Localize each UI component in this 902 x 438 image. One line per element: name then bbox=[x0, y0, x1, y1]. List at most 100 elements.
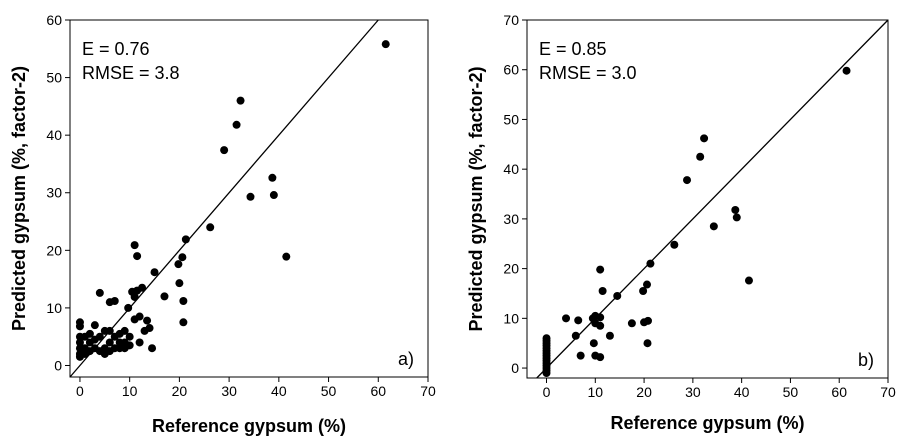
y-tick-label: 60 bbox=[46, 12, 62, 28]
point bbox=[181, 235, 190, 244]
point bbox=[140, 326, 149, 335]
point bbox=[268, 173, 277, 182]
x-tick-label: 50 bbox=[783, 384, 799, 400]
y-tick-label: 50 bbox=[503, 111, 519, 127]
point bbox=[731, 205, 740, 214]
point bbox=[596, 353, 605, 362]
point bbox=[574, 316, 583, 325]
y-tick-label: 20 bbox=[46, 242, 62, 258]
x-tick-label: 10 bbox=[122, 383, 138, 399]
point bbox=[282, 252, 291, 261]
plot-frame bbox=[526, 19, 889, 379]
y-tick-label: 60 bbox=[503, 62, 519, 78]
point bbox=[643, 339, 652, 348]
point bbox=[125, 332, 134, 341]
y-tick-label: 30 bbox=[503, 211, 519, 227]
x-tick-label: 60 bbox=[370, 383, 386, 399]
point bbox=[246, 192, 255, 201]
x-tick-label: 40 bbox=[271, 383, 287, 399]
point bbox=[90, 321, 99, 330]
point bbox=[150, 268, 159, 277]
point bbox=[598, 286, 607, 295]
x-tick-label: 20 bbox=[636, 384, 652, 400]
y-axis-label: Predicted gypsum (%, factor-2) bbox=[466, 66, 486, 331]
point bbox=[627, 319, 636, 328]
point bbox=[670, 240, 679, 249]
point bbox=[133, 252, 142, 261]
point bbox=[174, 260, 183, 269]
point bbox=[80, 349, 89, 358]
point bbox=[643, 316, 652, 325]
point bbox=[124, 303, 133, 312]
point bbox=[160, 292, 169, 301]
x-tick-label: 30 bbox=[221, 383, 237, 399]
point bbox=[179, 318, 188, 327]
panel-label: b) bbox=[858, 350, 874, 370]
point bbox=[75, 338, 84, 347]
point bbox=[571, 331, 580, 340]
point bbox=[596, 313, 605, 322]
point bbox=[596, 265, 605, 274]
x-tick-label: 40 bbox=[734, 384, 750, 400]
point bbox=[646, 259, 655, 268]
point bbox=[542, 369, 551, 378]
x-axis-label: Reference gypsum (%) bbox=[152, 416, 346, 436]
annotation: RMSE = 3.8 bbox=[82, 63, 180, 83]
y-axis-label: Predicted gypsum (%, factor-2) bbox=[9, 66, 29, 331]
point bbox=[643, 280, 652, 289]
point bbox=[269, 191, 278, 200]
one-to-one-line bbox=[69, 19, 379, 378]
y-tick-label: 70 bbox=[503, 12, 519, 28]
point bbox=[115, 329, 124, 338]
point bbox=[732, 213, 741, 222]
point bbox=[744, 276, 753, 285]
point bbox=[105, 326, 114, 335]
point bbox=[85, 329, 94, 338]
x-tick-label: 70 bbox=[420, 383, 436, 399]
plot-frame bbox=[69, 19, 429, 378]
x-tick-label: 30 bbox=[685, 384, 701, 400]
point bbox=[75, 322, 84, 331]
point bbox=[105, 338, 114, 347]
point bbox=[381, 40, 390, 49]
point bbox=[138, 283, 147, 292]
x-axis-label: Reference gypsum (%) bbox=[610, 413, 804, 433]
x-tick-label: 0 bbox=[543, 384, 551, 400]
x-tick-label: 0 bbox=[76, 383, 84, 399]
point bbox=[206, 223, 215, 232]
y-tick-label: 0 bbox=[54, 357, 62, 373]
point bbox=[90, 335, 99, 344]
point bbox=[842, 66, 851, 75]
point bbox=[576, 351, 585, 360]
point bbox=[232, 120, 241, 129]
point bbox=[179, 296, 188, 305]
point bbox=[95, 288, 104, 297]
point bbox=[589, 339, 598, 348]
point bbox=[100, 349, 109, 358]
y-tick-label: 10 bbox=[46, 300, 62, 316]
y-tick-label: 40 bbox=[503, 161, 519, 177]
chart-panel: 0 10 20 30 40 50 60 70 0 10 20 30 40 50 60 70 Reference … bbox=[466, 12, 896, 433]
point bbox=[130, 241, 139, 250]
x-tick-label: 10 bbox=[588, 384, 604, 400]
point bbox=[236, 96, 245, 105]
point bbox=[135, 338, 144, 347]
point bbox=[562, 314, 571, 323]
point bbox=[148, 344, 157, 353]
point bbox=[135, 312, 144, 321]
y-tick-label: 30 bbox=[46, 185, 62, 201]
x-tick-label: 70 bbox=[880, 384, 896, 400]
point bbox=[596, 321, 605, 330]
point bbox=[683, 176, 692, 185]
y-tick-label: 50 bbox=[46, 70, 62, 86]
chart-panel: 0 10 20 30 40 50 60 70 0 10 20 30 40 50 60 Reference gy… bbox=[9, 12, 436, 436]
point bbox=[639, 286, 648, 295]
point bbox=[130, 292, 139, 301]
x-tick-label: 50 bbox=[321, 383, 337, 399]
point bbox=[696, 152, 705, 161]
y-tick-label: 10 bbox=[503, 310, 519, 326]
annotation: RMSE = 3.0 bbox=[539, 63, 637, 83]
x-tick-label: 60 bbox=[831, 384, 847, 400]
point bbox=[110, 296, 119, 305]
